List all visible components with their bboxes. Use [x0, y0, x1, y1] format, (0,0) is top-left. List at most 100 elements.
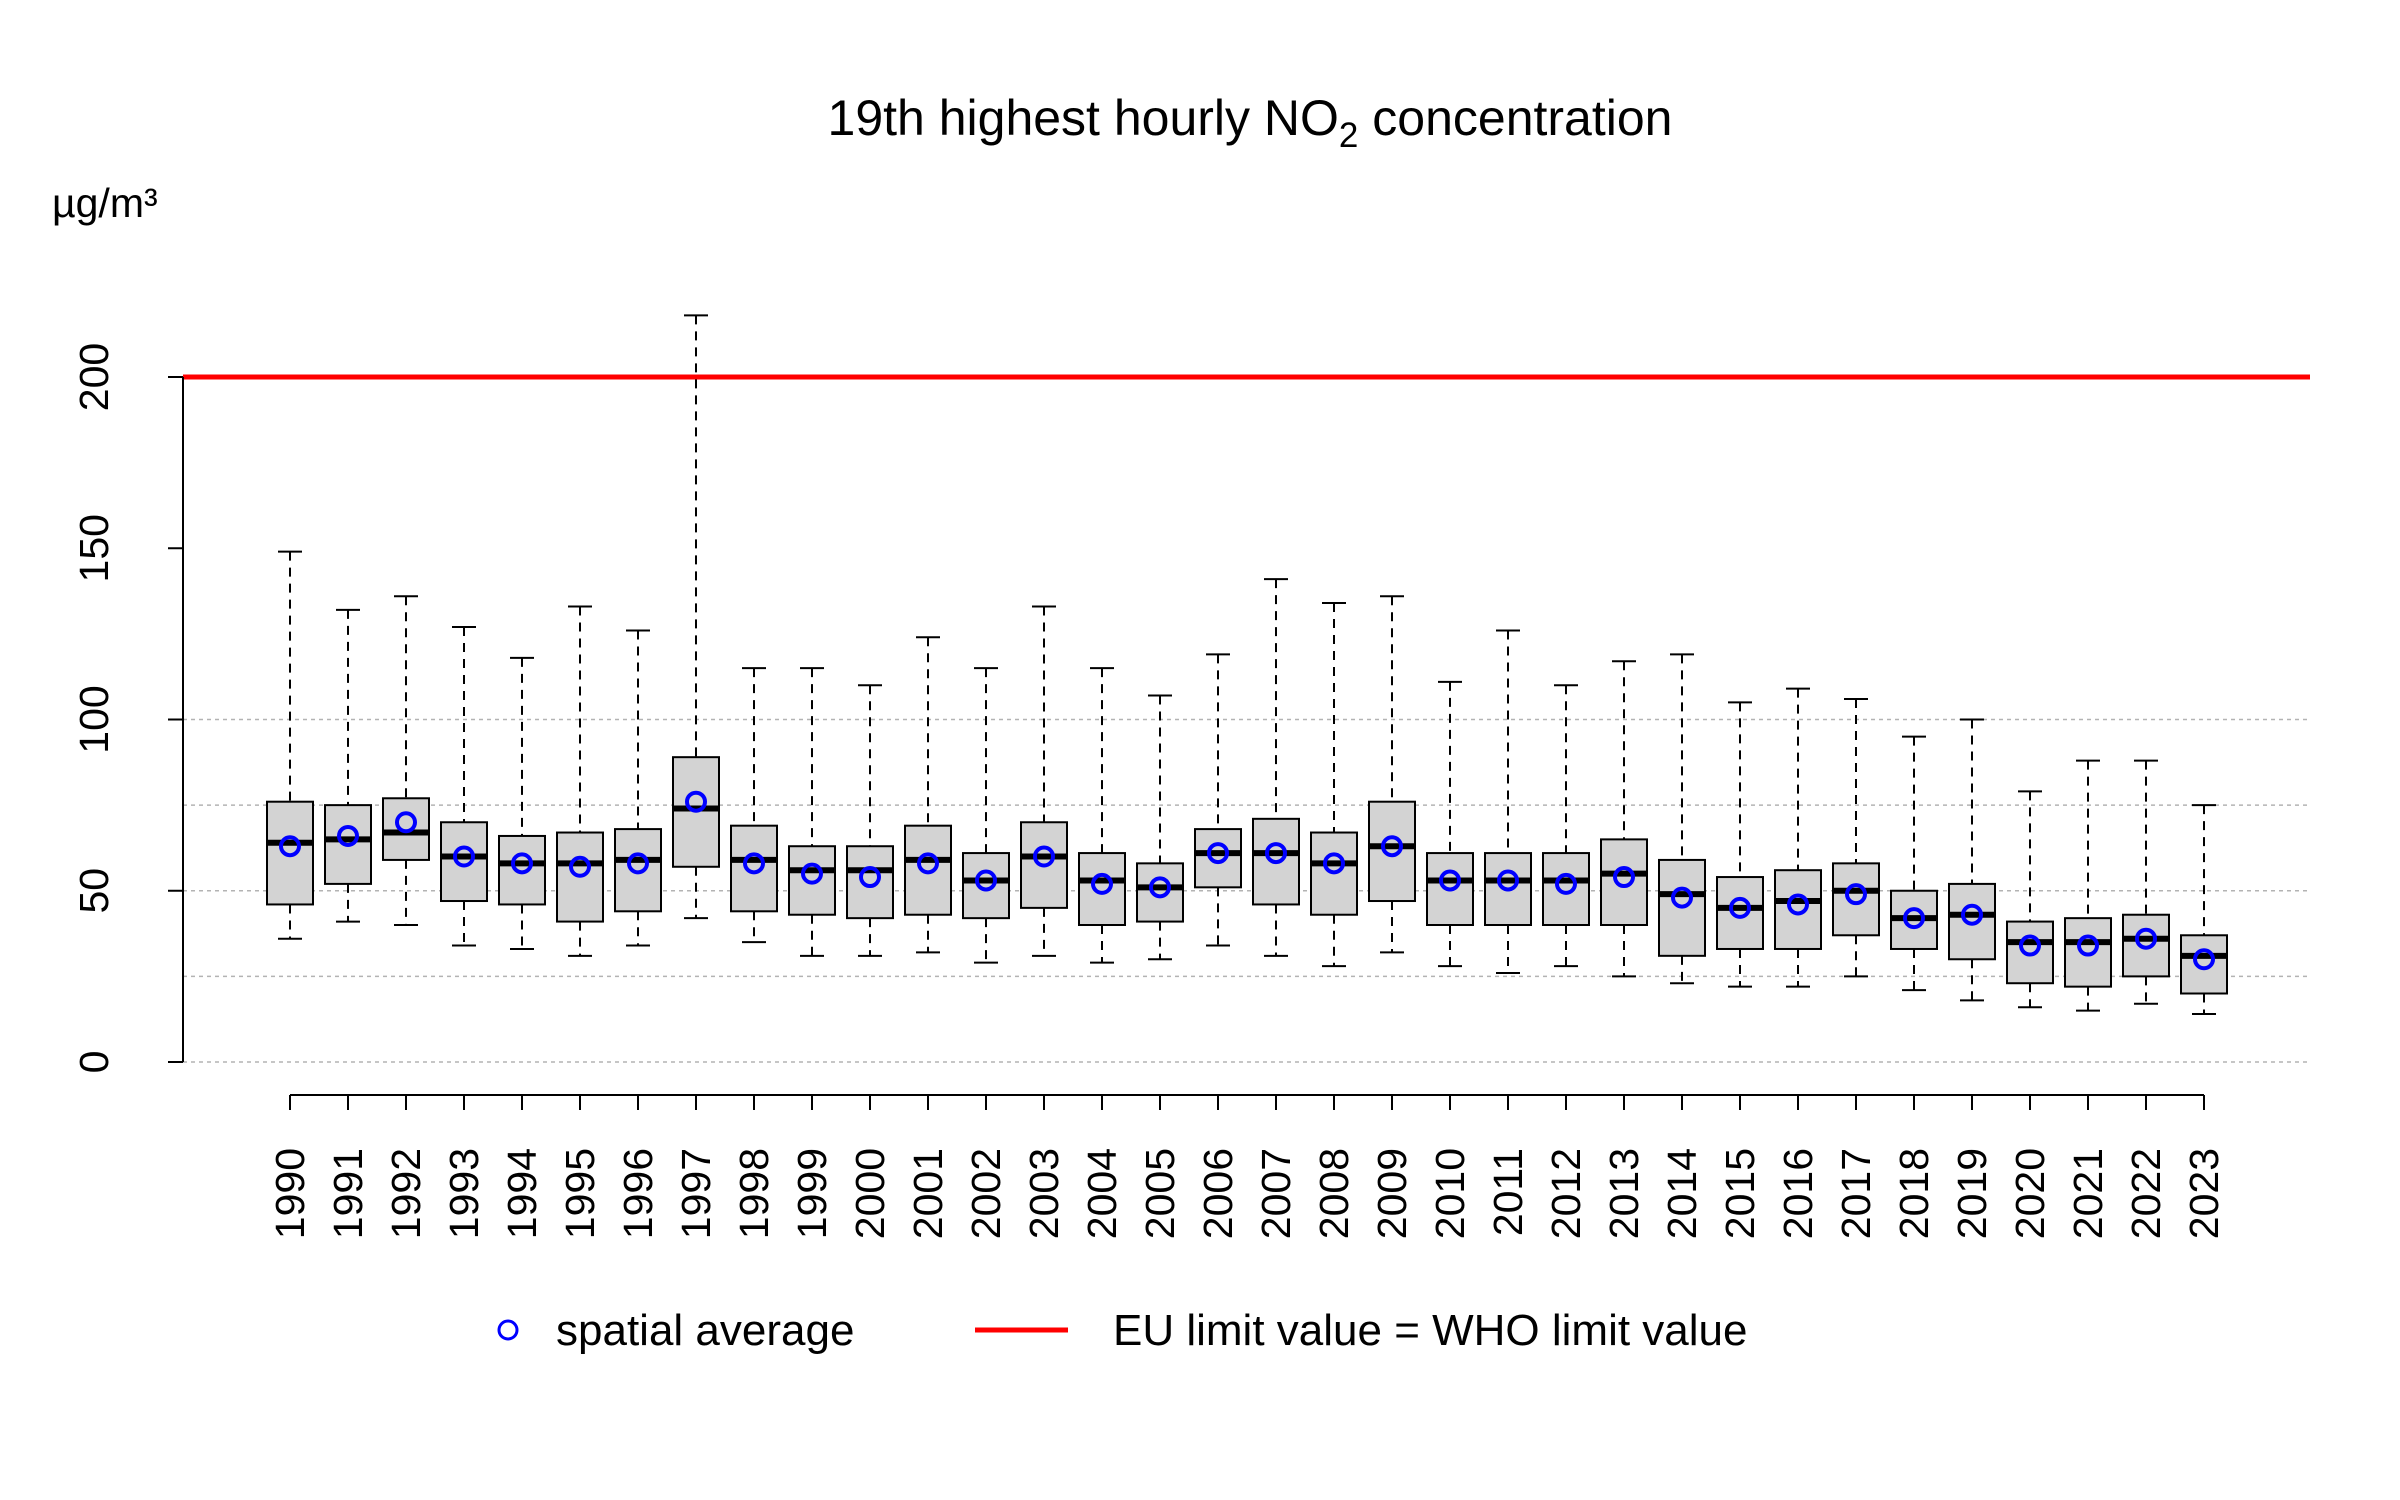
box-2018 — [1890, 735, 1938, 992]
spatial-average-point — [1613, 866, 1635, 889]
box-1993 — [440, 626, 488, 947]
box-iqr — [1542, 852, 1590, 927]
box-iqr — [1774, 869, 1822, 950]
spatial-average-point — [743, 852, 765, 875]
x-tick-label: 1999 — [789, 1148, 835, 1239]
box-iqr — [440, 821, 488, 903]
box-2005 — [1136, 694, 1184, 961]
box-2013 — [1600, 660, 1648, 978]
box-2017 — [1832, 697, 1880, 978]
spatial-average-point — [1439, 869, 1461, 892]
x-tick-label: 1997 — [673, 1148, 719, 1239]
spatial-average-point — [1497, 869, 1519, 892]
spatial-average-point — [1149, 876, 1171, 899]
x-tick-label: 2017 — [1833, 1148, 1879, 1239]
box-2020 — [2006, 790, 2054, 1009]
x-tick-label: 2018 — [1891, 1148, 1937, 1239]
y-axis-label: µg/m³ — [52, 180, 158, 226]
x-tick-label: 2016 — [1775, 1148, 1821, 1239]
spatial-average-point — [2077, 934, 2099, 957]
box-iqr — [2122, 913, 2170, 978]
spatial-average-point — [1265, 842, 1287, 865]
x-tick-label: 2015 — [1717, 1148, 1763, 1239]
spatial-average-point — [975, 869, 997, 892]
spatial-average-point — [1207, 842, 1229, 865]
x-tick-label: 1996 — [615, 1148, 661, 1239]
x-tick-label: 1990 — [267, 1148, 313, 1239]
spatial-average-point — [2019, 934, 2041, 957]
spatial-average-point — [2135, 927, 2157, 950]
spatial-average-point — [685, 790, 707, 813]
spatial-average-point — [1903, 907, 1925, 930]
box-2011 — [1484, 629, 1532, 974]
spatial-average-point — [395, 811, 417, 834]
x-tick-label: 2000 — [847, 1148, 893, 1239]
x-tick-label: 2008 — [1311, 1148, 1357, 1239]
box-iqr — [1716, 876, 1764, 950]
x-tick-label: 1995 — [557, 1148, 603, 1239]
x-tick-label: 2006 — [1195, 1148, 1241, 1239]
x-tick-label: 2001 — [905, 1148, 951, 1239]
box-iqr — [2064, 917, 2112, 988]
box-1991 — [324, 608, 372, 923]
box-iqr — [1948, 882, 1996, 961]
box-2002 — [962, 667, 1010, 964]
title-suffix: concentration — [1358, 90, 1672, 146]
spatial-average-point — [511, 852, 533, 875]
spatial-average-point — [801, 862, 823, 885]
x-tick-label: 2013 — [1601, 1148, 1647, 1239]
title-subscript: 2 — [1339, 116, 1358, 155]
spatial-average-point — [1381, 835, 1403, 858]
box-iqr — [614, 828, 662, 913]
spatial-average-point — [859, 866, 881, 889]
box-1990 — [266, 550, 314, 940]
box-2009 — [1368, 595, 1416, 954]
box-iqr — [1078, 852, 1126, 927]
legend-label-limit-line: EU limit value = WHO limit value — [1113, 1306, 1747, 1355]
spatial-average-point — [1961, 903, 1983, 926]
box-2006 — [1194, 653, 1242, 947]
spatial-average-point — [337, 824, 359, 847]
box-iqr — [904, 824, 952, 916]
box-layer — [266, 314, 2228, 1016]
legend: spatial average EU limit value = WHO limi… — [497, 1306, 1747, 1355]
box-iqr — [1194, 828, 1242, 889]
box-2008 — [1310, 602, 1358, 968]
box-1998 — [730, 667, 778, 944]
x-tick-label: 2002 — [963, 1148, 1009, 1239]
box-1999 — [788, 667, 836, 957]
box-2015 — [1716, 701, 1764, 988]
y-tick-label: 50 — [71, 868, 117, 914]
spatial-average-point — [1729, 896, 1751, 919]
box-2007 — [1252, 578, 1300, 957]
chart-title: 19th highest hourly NO2 concentration — [828, 90, 1673, 155]
y-tick-label: 150 — [71, 514, 117, 582]
spatial-average-point — [279, 835, 301, 858]
x-tick-label: 1993 — [441, 1148, 487, 1239]
x-tick-label: 2011 — [1485, 1148, 1531, 1236]
spatial-average-point — [569, 855, 591, 878]
box-iqr — [498, 834, 546, 906]
legend-label-spatial-average: spatial average — [556, 1306, 854, 1355]
spatial-average-point — [1033, 845, 1055, 868]
x-tick-label: 2019 — [1949, 1148, 1995, 1239]
box-2001 — [904, 636, 952, 954]
box-iqr — [1832, 862, 1880, 937]
box-2022 — [2122, 759, 2170, 1005]
box-iqr — [788, 845, 836, 916]
x-tick-label: 1994 — [499, 1148, 545, 1239]
spatial-average-point — [627, 852, 649, 875]
y-tick-label: 100 — [71, 685, 117, 753]
box-2021 — [2064, 759, 2112, 1012]
x-tick-label: 1992 — [383, 1148, 429, 1239]
x-tick-label: 2009 — [1369, 1148, 1415, 1239]
box-1994 — [498, 656, 546, 950]
box-iqr — [1600, 838, 1648, 926]
x-tick-label: 2012 — [1543, 1148, 1589, 1239]
box-iqr — [730, 824, 778, 913]
x-tick-label: 2020 — [2007, 1148, 2053, 1239]
box-1992 — [382, 595, 430, 926]
box-iqr — [846, 845, 894, 920]
box-2016 — [1774, 687, 1822, 988]
box-1996 — [614, 629, 662, 947]
